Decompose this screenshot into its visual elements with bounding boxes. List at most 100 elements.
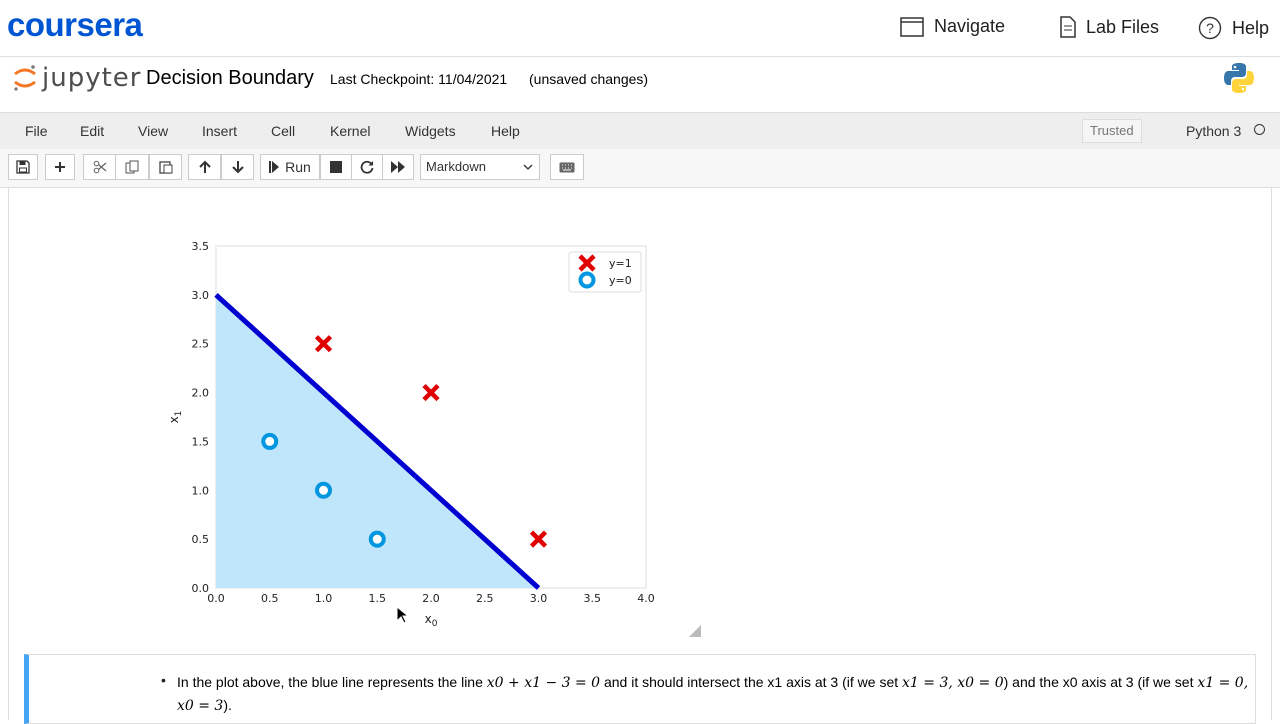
md-text-4: ).	[223, 697, 232, 713]
copy-button[interactable]	[115, 154, 149, 180]
plus-icon	[55, 162, 65, 172]
menu-cell[interactable]: Cell	[271, 123, 296, 139]
data-point-y0	[368, 530, 386, 548]
run-label: Run	[285, 159, 311, 175]
menu-kernel[interactable]: Kernel	[330, 123, 371, 139]
lab-files-button[interactable]: Lab Files	[1058, 16, 1159, 38]
x-tick-label: 2.5	[476, 592, 494, 605]
window-icon	[900, 16, 924, 37]
chevron-down-icon	[523, 164, 533, 170]
mouse-cursor-icon	[396, 605, 410, 629]
menu-widgets[interactable]: Widgets	[405, 123, 456, 139]
x-tick-label: 1.0	[315, 592, 333, 605]
markdown-cell[interactable]: • In the plot above, the blue line repre…	[24, 654, 1256, 724]
menubar: File Edit View Insert Cell Kernel Widget…	[0, 112, 1280, 150]
notebook-title[interactable]: Decision Boundary	[146, 67, 314, 89]
data-point-y1	[529, 530, 548, 548]
y-tick-label: 1.5	[192, 435, 210, 448]
y-tick-label: 3.5	[192, 240, 210, 253]
x-tick-label: 3.5	[584, 592, 602, 605]
python-logo-icon	[1222, 61, 1256, 100]
menu-file[interactable]: File	[25, 123, 48, 139]
cut-button[interactable]	[83, 154, 116, 180]
x-tick-label: 4.0	[637, 592, 655, 605]
data-point-y0	[315, 481, 332, 499]
svg-text:?: ?	[1206, 20, 1214, 36]
x-axis-label: x0	[425, 612, 438, 628]
y-tick-label: 1.0	[192, 484, 210, 497]
interrupt-button[interactable]	[320, 154, 352, 180]
cell-type-value: Markdown	[426, 159, 486, 174]
menu-edit[interactable]: Edit	[80, 123, 105, 139]
cell-type-select[interactable]: Markdown	[420, 154, 540, 180]
kernel-name[interactable]: Python 3	[1186, 123, 1242, 139]
move-up-button[interactable]	[188, 154, 221, 180]
jupyter-logo-icon	[14, 65, 36, 91]
jupyter-logo[interactable]: jupyter	[12, 63, 141, 93]
save-button[interactable]	[8, 154, 38, 180]
x-tick-label: 2.0	[422, 592, 440, 605]
menu-help[interactable]: Help	[491, 123, 520, 139]
jupyter-logo-text: jupyter	[42, 63, 142, 93]
stop-icon	[330, 161, 342, 173]
y-tick-label: 0.5	[192, 533, 210, 546]
scissors-icon	[93, 160, 106, 174]
md-text-1: In the plot above, the blue line represe…	[177, 674, 483, 690]
md-equation-2: x1 = 3, x0 = 0	[902, 675, 1004, 691]
paste-icon	[158, 161, 172, 174]
copy-icon	[125, 160, 139, 174]
help-label: Help	[1232, 17, 1270, 38]
notebook-content: 0.0 0.5 1.0 1.5 2.0 2.5 3.0 3.5 4.0 0.0 0.5 1.0 1.5 2…	[0, 188, 1280, 720]
output-plot: 0.0 0.5 1.0 1.5 2.0 2.5 3.0 3.5 4.0 0.0 0.5 1.0 1.5 2…	[150, 228, 670, 633]
run-button[interactable]: Run	[260, 154, 320, 180]
md-text-3: ) and the x0 axis at 3 (if we set	[1003, 674, 1194, 690]
autosave-status: (unsaved changes)	[529, 71, 649, 87]
menu-insert[interactable]: Insert	[202, 123, 238, 139]
legend-label: y=1	[609, 257, 632, 270]
arrow-down-icon	[231, 161, 244, 174]
kernel-status-icon	[1254, 124, 1265, 135]
data-point-y1	[422, 383, 440, 402]
jupyter-header: jupyter Decision Boundary Last Checkpoin…	[0, 57, 1280, 109]
x-tick-label: 0.0	[207, 592, 225, 605]
coursera-logo[interactable]: coursera	[7, 6, 143, 43]
legend-label: y=0	[609, 274, 632, 287]
y-tick-label: 2.5	[192, 338, 210, 351]
coursera-header: coursera Navigate Lab Files ? Help	[0, 0, 1280, 57]
notebook-container	[8, 188, 1272, 720]
md-text-2: and it should intersect the x1 axis at 3…	[603, 674, 899, 690]
menu-view[interactable]: View	[138, 123, 169, 139]
md-equation-1: x0 + x1 − 3 = 0	[486, 675, 601, 691]
help-button[interactable]: ? Help	[1198, 16, 1269, 40]
move-down-button[interactable]	[221, 154, 254, 180]
restart-icon	[360, 160, 374, 174]
insert-cell-button[interactable]	[45, 154, 75, 180]
command-palette-button[interactable]	[550, 154, 584, 180]
y-tick-label: 3.0	[192, 289, 210, 302]
legend-marker-y1	[578, 254, 596, 272]
last-checkpoint: Last Checkpoint: 11/04/2021	[330, 71, 508, 87]
trusted-indicator[interactable]: Trusted	[1082, 119, 1142, 143]
bullet: •	[161, 672, 166, 688]
y-tick-label: 0.0	[192, 582, 210, 595]
boundary-line	[214, 293, 541, 590]
file-icon	[1060, 16, 1076, 38]
md-equation-3: x1 = 0, x0 = 3	[177, 675, 1249, 714]
resize-handle-icon[interactable]	[688, 624, 702, 643]
x-tick-label: 1.5	[369, 592, 387, 605]
y-tick-label: 2.0	[192, 387, 210, 400]
navigate-button[interactable]: Navigate	[900, 16, 1005, 37]
fast-forward-icon	[391, 161, 405, 173]
run-all-button[interactable]	[382, 154, 414, 180]
x-tick-label: 3.0	[530, 592, 548, 605]
keyboard-icon	[559, 162, 575, 172]
decision-boundary-chart: 0.0 0.5 1.0 1.5 2.0 2.5 3.0 3.5 4.0 0.0 0.5 1.0 1.5 2…	[167, 240, 655, 629]
notebook-toolbar: Run Markdown	[0, 149, 1280, 188]
lab-files-label: Lab Files	[1086, 16, 1160, 37]
markdown-text: In the plot above, the blue line represe…	[177, 671, 1252, 717]
restart-button[interactable]	[351, 154, 383, 180]
paste-button[interactable]	[149, 154, 182, 180]
navigate-label: Navigate	[934, 16, 1006, 36]
step-forward-icon	[269, 161, 280, 173]
arrow-up-icon	[198, 160, 211, 173]
